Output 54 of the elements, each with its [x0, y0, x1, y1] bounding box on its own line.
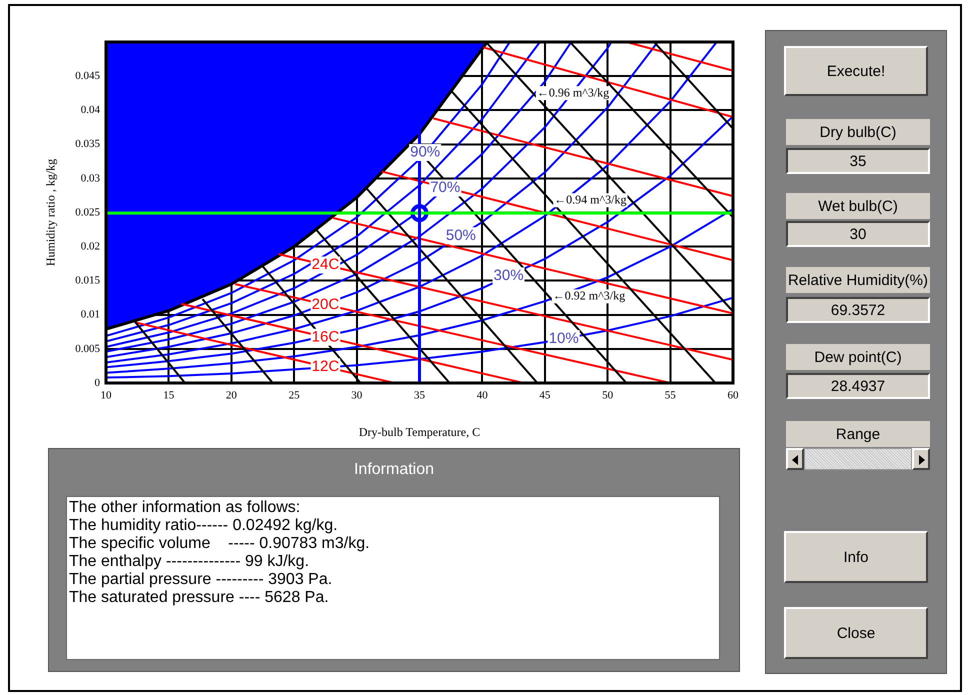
x-tick-label: 15: [163, 389, 175, 402]
text: Dry bulb(C): [786, 119, 930, 145]
y-tick-label: 0.035: [75, 138, 100, 150]
text: The enthalpy -------------- 99 kJ/kg.: [69, 553, 310, 570]
x-tick-label: 20: [226, 389, 238, 402]
annotation: 16C: [312, 328, 340, 346]
annotation: 30%: [494, 267, 524, 284]
x-tick-label: 30: [351, 389, 363, 402]
text: Execute!: [784, 46, 928, 96]
y-axis-title: Humidity ratio , kg/kg: [43, 158, 58, 266]
text: 35: [786, 148, 930, 174]
annotation: ←0.94 m^3/kg: [554, 192, 626, 206]
annotation: ←0.92 m^3/kg: [552, 288, 626, 303]
text: Relative Humidity(%): [786, 267, 930, 293]
y-tick-label: 0.01: [80, 308, 100, 321]
x-tick-label: 60: [728, 389, 739, 402]
annotation: 50%: [446, 226, 476, 244]
text: The saturated pressure ---- 5628 Pa.: [69, 589, 329, 606]
x-tick-label: 40: [476, 389, 488, 402]
text: The specific volume ----- 0.90783 m3/kg.: [69, 535, 370, 552]
y-tick-label: 0.02: [80, 240, 100, 252]
y-tick-label: 0.025: [75, 206, 100, 218]
x-tick-label: 55: [664, 389, 676, 402]
annotation: 24C: [312, 256, 340, 274]
text: 30: [786, 221, 930, 247]
annotation: 20C: [312, 296, 340, 313]
y-tick-label: 0.03: [80, 172, 100, 184]
text: Info: [784, 531, 928, 583]
x-tick-label: 50: [602, 389, 614, 402]
x-tick-label: 10: [100, 389, 112, 402]
x-tick-label: 35: [414, 389, 426, 402]
x-tick-label: 45: [539, 389, 551, 402]
text: 69.3572: [786, 297, 930, 323]
y-tick-label: 0.045: [75, 70, 100, 82]
text: The humidity ratio------ 0.02492 kg/kg.: [69, 517, 338, 534]
text: Wet bulb(C): [786, 193, 930, 219]
text: Range: [786, 421, 930, 447]
text: 28.4937: [786, 373, 930, 399]
x-axis-title: Dry-bulb Temperature, C: [358, 424, 480, 439]
annotation: 70%: [430, 179, 460, 196]
annotation: ←0.96 m^3/kg: [536, 85, 610, 100]
text: Information: [352, 461, 436, 479]
y-tick-label: 0.04: [80, 104, 100, 116]
y-tick-label: 0.015: [75, 274, 100, 287]
text: The partial pressure --------- 3903 Pa.: [69, 571, 332, 588]
x-tick-label: 25: [288, 389, 300, 402]
annotation: 10%: [548, 330, 579, 347]
text: The other information as follows:: [69, 499, 300, 516]
y-tick-label: 0: [94, 376, 100, 389]
text: Close: [784, 607, 928, 659]
y-tick-label: 0.005: [75, 342, 100, 355]
annotation: 90%: [410, 144, 440, 161]
annotation: 12C: [312, 358, 340, 376]
text: Dew point(C): [786, 344, 930, 370]
